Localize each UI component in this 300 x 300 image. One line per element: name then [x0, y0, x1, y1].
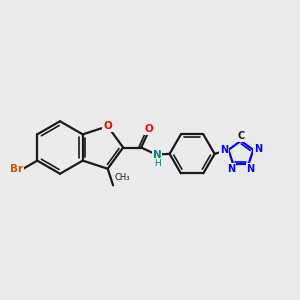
Text: N: N: [246, 164, 255, 174]
Text: N: N: [220, 145, 228, 155]
Text: N: N: [254, 144, 262, 154]
Text: H: H: [154, 159, 160, 168]
Text: N: N: [153, 150, 161, 160]
Text: N: N: [227, 164, 235, 174]
Text: Br: Br: [10, 164, 23, 174]
Text: CH₃: CH₃: [114, 173, 130, 182]
Text: O: O: [144, 124, 153, 134]
Text: Br: Br: [10, 164, 23, 174]
Text: C: C: [237, 131, 244, 141]
Text: O: O: [103, 121, 112, 131]
